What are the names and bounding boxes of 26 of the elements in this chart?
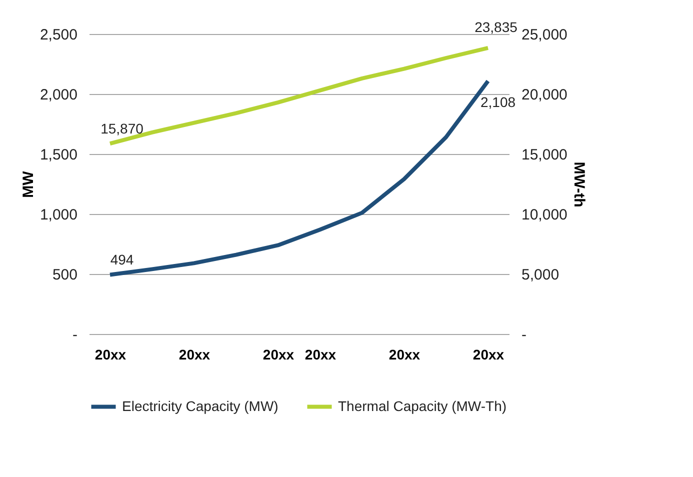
- data-label: 23,835: [474, 18, 518, 35]
- y2-tick-label: 25,000: [522, 26, 568, 44]
- y2-tick-label: 20,000: [522, 86, 568, 104]
- y2-axis-title: MW-th: [570, 162, 588, 208]
- y-tick-label: 1,500: [40, 146, 78, 164]
- x-tick-label: 20xx: [94, 346, 126, 362]
- x-tick-label: 20xx: [304, 346, 336, 362]
- x-tick-label: 20xx: [178, 346, 210, 362]
- y-tick-label: -: [72, 326, 78, 344]
- data-label: 15,870: [100, 120, 144, 137]
- y-tick-label: 1,000: [40, 206, 78, 224]
- legend-label: Electricity Capacity (MW): [122, 398, 278, 414]
- data-label: 494: [110, 252, 134, 268]
- x-tick-label: 20xx: [262, 346, 294, 362]
- y2-tick-label: -: [522, 326, 526, 344]
- x-tick-label: 20xx: [472, 346, 504, 362]
- legend-label: Thermal Capacity (MW-Th): [338, 398, 507, 414]
- y-tick-label: 500: [52, 266, 78, 284]
- y2-tick-label: 10,000: [522, 206, 568, 224]
- x-tick-label: 20xx: [388, 346, 420, 362]
- y-tick-label: 2,000: [40, 86, 78, 104]
- y2-tick-label: 5,000: [522, 266, 560, 284]
- data-label: 2,108: [480, 94, 516, 110]
- y-tick-label: 2,500: [40, 26, 78, 44]
- y-axis-title: MW: [20, 170, 37, 198]
- y2-tick-label: 15,000: [522, 146, 568, 164]
